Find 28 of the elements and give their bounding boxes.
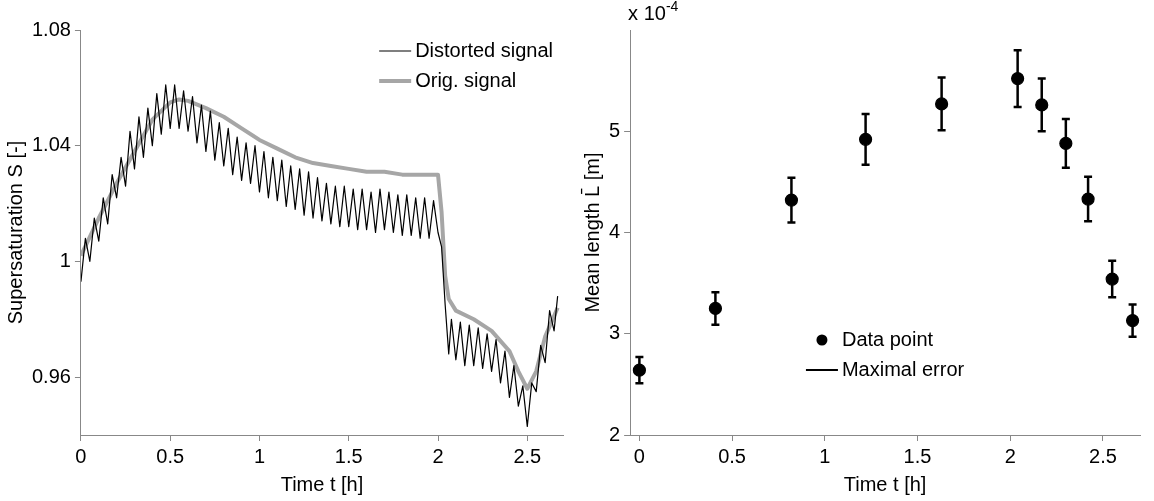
x-tick-label: 1.5: [903, 444, 932, 467]
y-tick-label: 0.96: [31, 364, 71, 387]
legend-label: Data point: [841, 327, 934, 350]
x-tick-label: 1.5: [334, 444, 363, 467]
x-axis-title: Time t [h]: [280, 472, 364, 495]
y-tick-label: 1.08: [31, 17, 71, 40]
x-axis-title: Time t [h]: [843, 472, 927, 495]
annotation: Maximal error: [841, 357, 965, 380]
y-axis-title: Mean length L̄ [m]: [580, 152, 603, 313]
y-tick-label: 1.04: [31, 133, 71, 156]
x-tick-label: 2.5: [1089, 444, 1117, 467]
y-tick-label: 1: [59, 248, 71, 271]
x-tick-label: 2.5: [513, 444, 542, 467]
x-tick-label: 0.5: [718, 444, 746, 467]
y-tick-label: 3: [609, 321, 621, 344]
x-tick-label: 2: [1004, 444, 1016, 467]
legend-label: Orig. signal: [415, 68, 517, 91]
x-tick-label: 0.5: [156, 444, 185, 467]
legend-label: Distorted signal: [415, 38, 553, 61]
x-tick-label: 1: [819, 444, 831, 467]
x-tick-label: 0: [75, 444, 87, 467]
y-axis-title: Supersaturation S [-]: [3, 140, 26, 325]
x-tick-label: 2: [432, 444, 444, 467]
y-tick-label: 5: [609, 118, 621, 141]
x-tick-label: 0: [633, 444, 645, 467]
y-tick-label: 4: [609, 220, 621, 243]
y-tick-label: 2: [609, 422, 621, 445]
x-tick-label: 1: [253, 444, 266, 467]
